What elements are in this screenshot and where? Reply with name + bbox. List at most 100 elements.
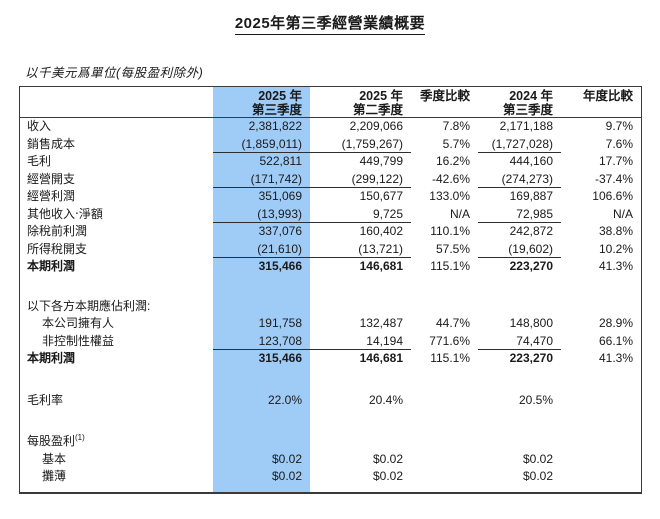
cell-value: 123,708 xyxy=(213,332,310,350)
column-header: 季度比較 xyxy=(411,87,478,117)
cell-value: (19,602) xyxy=(478,241,561,258)
units-note: 以千美元爲單位(每股盈利除外) xyxy=(25,66,204,80)
column-header: 2025 年第三季度 xyxy=(213,87,310,117)
cell-value: 2,171,188 xyxy=(499,119,553,133)
results-table: 2025 年第三季度 2025 年第二季度 季度比較 2024 年第三季度 年度比較 收… xyxy=(19,86,642,494)
spacer-row xyxy=(20,409,641,433)
spacer-cell xyxy=(411,486,478,492)
cell-value xyxy=(561,468,641,486)
cell-value: $0.02 xyxy=(213,450,310,468)
cell-value: 28.9% xyxy=(598,316,633,330)
cell-value: 66.1% xyxy=(598,333,633,348)
spacer-cell xyxy=(561,409,641,433)
cell-value: 16.2% xyxy=(435,154,470,168)
spacer-cell xyxy=(561,486,641,492)
spacer-cell xyxy=(20,486,213,492)
spacer-cell xyxy=(411,368,478,392)
cell-value: $0.02 xyxy=(213,468,310,486)
cell-value: 115.1% xyxy=(430,259,470,273)
column-header: 年度比較 xyxy=(561,87,641,117)
table-body: 收入 2,381,822 2,209,066 7.8% 2,171,188 9.7% 銷售成… xyxy=(20,118,641,492)
cell-value: 9,725 xyxy=(310,206,411,223)
table-row: 毛利率 22.0% 20.4% 20.5% xyxy=(20,391,641,409)
cell-value: 223,270 xyxy=(509,351,553,365)
table-row: 收入 2,381,822 2,209,066 7.8% 2,171,188 9.7% xyxy=(20,118,641,136)
spacer-cell xyxy=(310,276,411,298)
row-label-text: 每股盈利 xyxy=(27,434,76,448)
cell-value: 41.3% xyxy=(598,351,633,365)
cell-value xyxy=(411,468,478,486)
row-label: 本期利潤 xyxy=(20,350,213,368)
spacer-cell xyxy=(213,367,310,392)
cell-value: (171,742) xyxy=(213,170,310,188)
cell-value: 315,466 xyxy=(213,258,310,276)
row-label: 經營開支 xyxy=(20,171,213,189)
table-row: 經營開支 (171,742) (299,122) -42.6% (274,273) -37… xyxy=(20,170,641,189)
row-label-text: 收入 xyxy=(27,119,52,133)
cell-value: 223,270 xyxy=(509,259,553,273)
row-label: 本公司擁有人 xyxy=(20,315,213,333)
table-row: 攤薄 $0.02 $0.02 $0.02 xyxy=(20,468,641,486)
row-label-text: 攤薄 xyxy=(42,469,67,483)
column-header-line1: 2024 年 xyxy=(509,89,553,103)
row-label: 除稅前利潤 xyxy=(20,223,213,241)
cell-value: (21,610) xyxy=(213,240,310,258)
cell-value: 351,069 xyxy=(213,188,310,206)
row-label-text: 非控制性權益 xyxy=(42,333,115,348)
cell-value: N/A xyxy=(449,206,470,221)
table-row: 本公司擁有人 191,758 132,487 44.7% 148,800 28.9% xyxy=(20,315,641,333)
row-label: 以下各方本期應佔利潤: xyxy=(20,298,213,316)
cell-value xyxy=(561,298,641,316)
cell-value: (299,122) xyxy=(310,171,411,188)
cell-value: (13,993) xyxy=(213,205,310,223)
page-title-wrap: 2025年第三季經營業績概要 xyxy=(0,12,660,35)
cell-value: 20.4% xyxy=(368,392,403,407)
row-label: 所得稅開支 xyxy=(20,241,213,259)
cell-value: 72,985 xyxy=(478,206,561,223)
cell-value xyxy=(411,451,478,469)
cell-value xyxy=(478,433,561,451)
spacer-cell xyxy=(20,276,213,298)
cell-value: 106.6% xyxy=(592,189,633,203)
row-label-text: 本公司擁有人 xyxy=(42,316,115,330)
cell-value: 9.7% xyxy=(605,119,633,133)
cell-value xyxy=(561,451,641,469)
cell-value: $0.02 xyxy=(522,469,553,483)
spacer-cell xyxy=(411,276,478,298)
spacer-cell xyxy=(213,275,310,298)
table-row: 毛利 522,811 449,799 16.2% 444,160 17.7% xyxy=(20,153,641,171)
table-row: 經營利潤 351,069 150,677 133.0% 169,887 106.6% xyxy=(20,188,641,206)
cell-value: (1,727,028) xyxy=(478,136,561,153)
cell-value: 7.6% xyxy=(605,136,633,151)
cell-value: 44.7% xyxy=(435,316,470,330)
spacer-cell xyxy=(561,368,641,392)
cell-value: 242,872 xyxy=(509,224,553,238)
cell-value xyxy=(310,433,411,451)
footnote-marker: (1) xyxy=(75,433,85,442)
spacer-cell xyxy=(310,368,411,392)
cell-value: 191,758 xyxy=(213,315,310,333)
row-label-text: 以下各方本期應佔利潤: xyxy=(27,298,151,313)
cell-value: N/A xyxy=(612,206,633,221)
spacer-row xyxy=(20,485,641,492)
cell-value: 146,681 xyxy=(359,259,403,273)
cell-value: $0.02 xyxy=(372,451,403,466)
cell-value: 2,381,822 xyxy=(213,118,310,136)
cell-value: 17.7% xyxy=(598,154,633,168)
column-header-line1: 2025 年 xyxy=(258,89,302,103)
cell-value: $0.02 xyxy=(372,469,403,483)
cell-value: 57.5% xyxy=(435,241,470,256)
column-header-line2: 第三季度 xyxy=(502,103,553,117)
cell-value xyxy=(411,298,478,316)
cell-value: 449,799 xyxy=(359,154,403,168)
spacer-cell xyxy=(478,486,561,492)
column-header-line1: 年度比較 xyxy=(582,89,633,103)
cell-value: 146,681 xyxy=(359,351,403,365)
spacer-cell xyxy=(411,409,478,433)
spacer-cell xyxy=(478,409,561,433)
row-label-text: 毛利率 xyxy=(27,392,64,407)
cell-value xyxy=(310,298,411,316)
cell-value xyxy=(213,297,310,315)
cell-value: 14,194 xyxy=(310,333,411,350)
spacer-cell xyxy=(310,486,411,492)
